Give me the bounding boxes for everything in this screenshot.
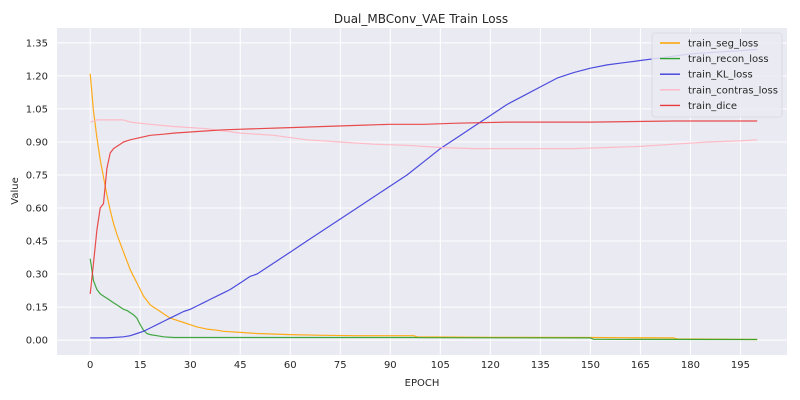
y-tick-label: 1.20 bbox=[26, 71, 48, 82]
x-tick-label: 105 bbox=[431, 360, 450, 371]
x-tick-label: 45 bbox=[234, 360, 247, 371]
x-tick-label: 75 bbox=[334, 360, 347, 371]
y-tick-label: 0.75 bbox=[26, 170, 48, 181]
legend-label: train_KL_loss bbox=[688, 70, 753, 81]
y-axis-label: Value bbox=[10, 177, 21, 204]
series-line-train-contras-loss bbox=[90, 119, 758, 150]
x-axis-ticks: 0 15 30 45 60 75 90 105 120 135 150 165 180 195 bbox=[87, 360, 750, 371]
y-tick-label: 0.00 bbox=[26, 336, 48, 347]
y-tick-label: 0.45 bbox=[26, 237, 48, 248]
y-tick-label: 0.90 bbox=[26, 137, 48, 148]
legend-label: train_recon_loss bbox=[688, 54, 769, 65]
x-tick-label: 0 bbox=[87, 360, 93, 371]
y-axis-ticks: 0.00 0.15 0.30 0.45 0.60 0.75 0.90 1.05 1.20 1.35 bbox=[26, 38, 48, 346]
x-axis-label: EPOCH bbox=[405, 378, 440, 389]
series-line-train-KL-loss bbox=[90, 48, 758, 339]
x-tick-label: 165 bbox=[631, 360, 650, 371]
y-tick-label: 1.35 bbox=[26, 38, 48, 49]
x-tick-label: 60 bbox=[284, 360, 297, 371]
legend: train_seg_loss train_recon_loss train_KL_l… bbox=[651, 32, 783, 118]
y-tick-label: 0.15 bbox=[26, 303, 48, 314]
chart-title: Dual_MBConv_VAE Train Loss bbox=[334, 12, 508, 26]
x-tick-label: 120 bbox=[481, 360, 500, 371]
y-tick-label: 0.30 bbox=[26, 270, 48, 281]
legend-frame bbox=[651, 32, 783, 118]
legend-label: train_contras_loss bbox=[688, 85, 778, 96]
x-tick-label: 150 bbox=[581, 360, 600, 371]
legend-label: train_seg_loss bbox=[688, 39, 758, 50]
series-layer bbox=[89, 48, 758, 341]
x-tick-label: 195 bbox=[731, 360, 750, 371]
x-tick-label: 15 bbox=[134, 360, 147, 371]
y-tick-label: 0.60 bbox=[26, 204, 48, 215]
series-line-train-recon-loss bbox=[89, 258, 758, 341]
x-tick-label: 90 bbox=[384, 360, 397, 371]
y-tick-label: 1.05 bbox=[26, 104, 48, 115]
x-tick-label: 180 bbox=[681, 360, 700, 371]
x-tick-label: 135 bbox=[531, 360, 550, 371]
x-tick-label: 30 bbox=[184, 360, 197, 371]
legend-label: train_dice bbox=[688, 101, 737, 112]
series-line-train-seg-loss bbox=[89, 73, 758, 341]
series-line-train-dice bbox=[89, 120, 758, 294]
